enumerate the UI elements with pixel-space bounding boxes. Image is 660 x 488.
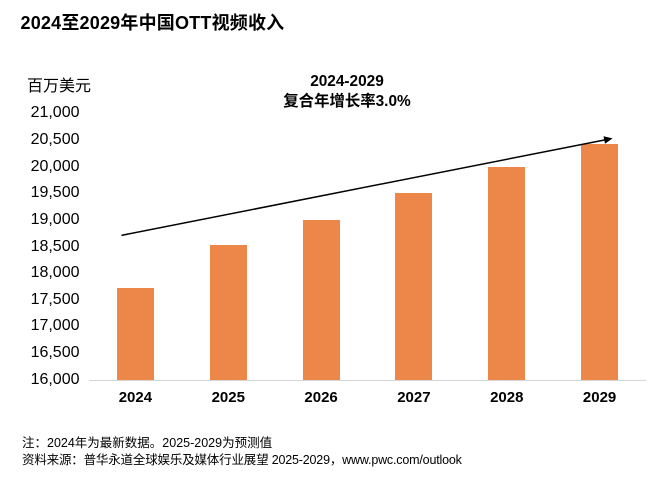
- y-tick-label: 20,500: [30, 130, 80, 148]
- bar-2026: [302, 219, 340, 380]
- bar-2027: [395, 193, 433, 380]
- x-tick-label-2024: 2024: [118, 389, 153, 406]
- x-tick-label-2027: 2027: [397, 389, 431, 406]
- bar-2028: [488, 166, 526, 380]
- y-tick-label: 17,000: [30, 317, 80, 335]
- y-tick-label: 18,500: [30, 237, 80, 255]
- y-tick-label: 16,000: [30, 370, 80, 388]
- trend-arrow-line: [121, 139, 606, 237]
- bar-2025: [209, 244, 247, 380]
- trend-arrow-head: [603, 136, 613, 144]
- x-tick-label-2026: 2026: [304, 389, 338, 406]
- x-tick-label-2029: 2029: [582, 389, 617, 406]
- x-tick-label-2025: 2025: [211, 389, 245, 406]
- x-axis-line: [89, 379, 646, 381]
- y-tick-label: 19,000: [30, 210, 80, 228]
- cagr-annotation-range: 2024-2029: [310, 72, 384, 90]
- cagr-annotation: 2024-2029 复合年增长率3.0%: [197, 72, 497, 113]
- y-tick-label: 16,500: [30, 344, 80, 362]
- x-tick-label-2028: 2028: [490, 389, 524, 406]
- bar-2024: [116, 288, 154, 380]
- y-axis-unit-label: 百万美元: [27, 77, 92, 95]
- y-tick-label: 19,500: [30, 184, 80, 202]
- cagr-annotation-rate: 复合年增长率3.0%: [283, 93, 411, 111]
- y-tick-label: 17,500: [30, 290, 80, 308]
- bar-2029: [581, 143, 619, 380]
- source-text: 资料来源：普华永道全球娱乐及媒体行业展望 2025-2029，www.pwc.c…: [22, 453, 462, 467]
- y-tick-label: 21,000: [30, 104, 80, 122]
- y-tick-label: 18,000: [30, 264, 80, 282]
- y-tick-label: 20,000: [30, 157, 80, 175]
- chart-title: 2024至2029年中国OTT视频收入: [20, 13, 285, 33]
- note-text: 注：2024年为最新数据。2025-2029为预测值: [22, 436, 273, 450]
